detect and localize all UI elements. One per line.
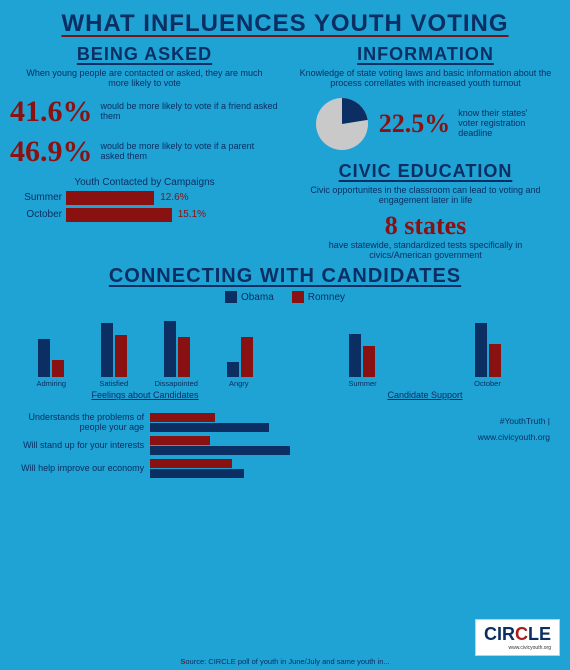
info-pie-label: know their states' voter registration de… bbox=[458, 109, 538, 139]
bar-group bbox=[300, 334, 424, 377]
meta-url: www.civicyouth.org bbox=[312, 432, 551, 442]
feelings-caption: Feelings about Candidates bbox=[20, 390, 270, 400]
trait-row: Will stand up for your interests bbox=[20, 435, 312, 456]
civic-states-stat: 8 states bbox=[291, 211, 560, 241]
legend-label-romney: Romney bbox=[308, 292, 345, 303]
support-caption: Candidate Support bbox=[300, 390, 550, 400]
contacted-bar-row: Summer 12.6% bbox=[10, 191, 279, 205]
section-being-asked: BEING ASKED When young people are contac… bbox=[10, 44, 285, 261]
bar-group bbox=[209, 337, 270, 378]
being-asked-desc: When young people are contacted or asked… bbox=[10, 68, 279, 89]
logo-sub: www.civicyouth.org bbox=[484, 645, 551, 651]
info-pie-pct: 22.5% bbox=[379, 109, 451, 139]
stat-friend-pct: 41.6% bbox=[10, 95, 93, 129]
legend-swatch-romney bbox=[292, 291, 304, 303]
section-civic-education: CIVIC EDUCATION Civic opportunites in th… bbox=[291, 161, 560, 261]
section-information: INFORMATION Knowledge of state voting la… bbox=[291, 44, 560, 153]
contacted-chart-title: Youth Contacted by Campaigns bbox=[10, 177, 279, 188]
information-heading: INFORMATION bbox=[291, 44, 560, 65]
connecting-heading: CONNECTING WITH CANDIDATES bbox=[10, 265, 560, 288]
source-footer: Source: CIRCLE poll of youth in June/Jul… bbox=[0, 657, 570, 666]
being-asked-heading: BEING ASKED bbox=[10, 44, 279, 65]
contacted-bar-row: October 15.1% bbox=[10, 208, 279, 222]
bar-group bbox=[426, 323, 550, 378]
information-desc: Knowledge of state voting laws and basic… bbox=[291, 68, 560, 89]
section-connecting: CONNECTING WITH CANDIDATES Obama Romney … bbox=[0, 261, 570, 481]
bar-group bbox=[146, 321, 207, 377]
legend-swatch-obama bbox=[225, 291, 237, 303]
legend: Obama Romney bbox=[10, 291, 560, 303]
stat-friend-label: would be more likely to vote if a friend… bbox=[101, 102, 280, 122]
civic-desc: Civic opportunites in the classroom can … bbox=[291, 185, 560, 206]
bar-group bbox=[20, 339, 81, 378]
civic-states-sub: have statewide, standardized tests speci… bbox=[291, 241, 560, 261]
circle-logo: CIRCLE www.civicyouth.org bbox=[475, 619, 560, 656]
legend-label-obama: Obama bbox=[241, 292, 274, 303]
hashtag: #YouthTruth | bbox=[312, 416, 551, 426]
support-chart: SummerOctober Candidate Support bbox=[300, 307, 550, 400]
contacted-hbar-chart: Summer 12.6% October 15.1% bbox=[10, 191, 279, 222]
feelings-chart: AdmiringSatisfiedDissapointedAngry Feeli… bbox=[20, 307, 270, 400]
trait-row: Will help improve our economy bbox=[20, 458, 312, 479]
stat-parent-label: would be more likely to vote if a parent… bbox=[101, 142, 280, 162]
stat-parent-pct: 46.9% bbox=[10, 135, 93, 169]
info-pie-chart bbox=[313, 95, 371, 153]
bar-group bbox=[83, 323, 144, 378]
civic-heading: CIVIC EDUCATION bbox=[291, 161, 560, 182]
trait-row: Understands the problems of people your … bbox=[20, 412, 312, 433]
page-title: WHAT INFLUENCES YOUTH VOTING bbox=[0, 0, 570, 42]
